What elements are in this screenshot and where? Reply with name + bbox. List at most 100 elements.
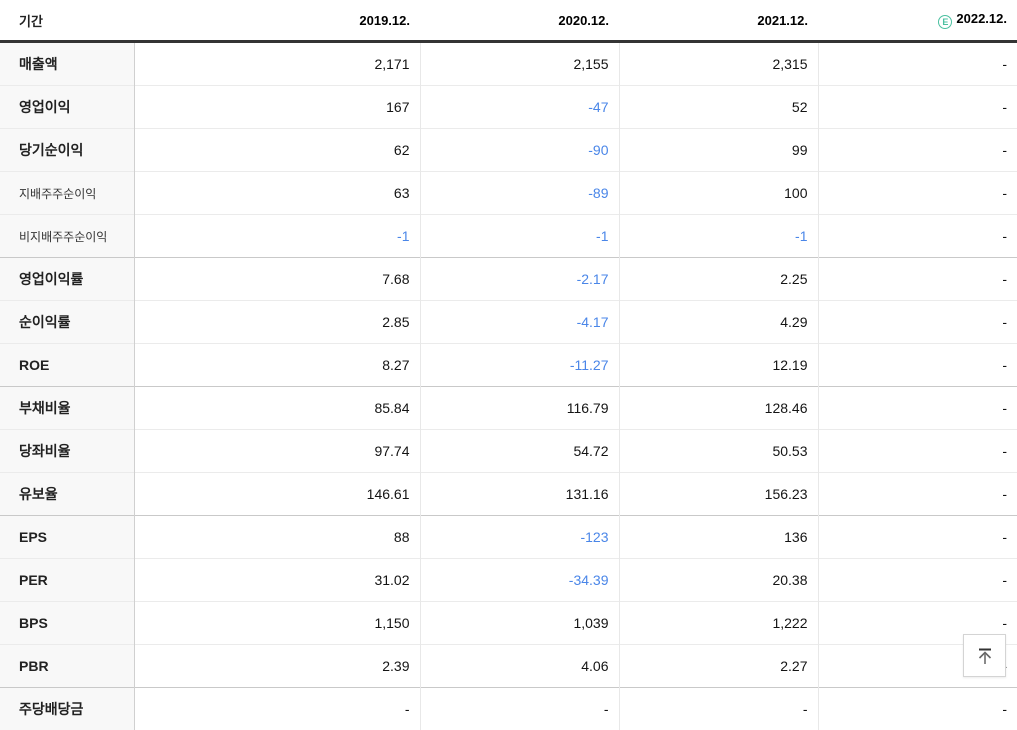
row-label: 순이익률 bbox=[0, 301, 134, 344]
row-label: 당기순이익 bbox=[0, 129, 134, 172]
cell-value: 167 bbox=[134, 86, 420, 129]
cell-value: 2.85 bbox=[134, 301, 420, 344]
cell-value: 100 bbox=[619, 172, 818, 215]
cell-value: -11.27 bbox=[420, 344, 619, 387]
cell-value: 50.53 bbox=[619, 430, 818, 473]
period-header: 기간 bbox=[0, 0, 134, 42]
cell-value: 99 bbox=[619, 129, 818, 172]
cell-value: 2.39 bbox=[134, 645, 420, 688]
cell-value: -2.17 bbox=[420, 258, 619, 301]
scroll-to-top-button[interactable] bbox=[963, 634, 1006, 677]
cell-value: 136 bbox=[619, 516, 818, 559]
header-2022-12-estimate: E 2022.12. bbox=[818, 0, 1017, 42]
row-label: 부채비율 bbox=[0, 387, 134, 430]
cell-value: - bbox=[818, 215, 1017, 258]
cell-value: 63 bbox=[134, 172, 420, 215]
row-label: 지배주주순이익 bbox=[0, 172, 134, 215]
cell-value: 4.29 bbox=[619, 301, 818, 344]
row-label: 당좌비율 bbox=[0, 430, 134, 473]
cell-value: - bbox=[818, 387, 1017, 430]
cell-value: 97.74 bbox=[134, 430, 420, 473]
row-label: EPS bbox=[0, 516, 134, 559]
cell-value: - bbox=[818, 301, 1017, 344]
cell-value: - bbox=[818, 129, 1017, 172]
cell-value: 2.27 bbox=[619, 645, 818, 688]
cell-value: - bbox=[818, 172, 1017, 215]
cell-value: 7.68 bbox=[134, 258, 420, 301]
cell-value: -90 bbox=[420, 129, 619, 172]
cell-value: 85.84 bbox=[134, 387, 420, 430]
estimate-badge-icon: E bbox=[938, 15, 952, 29]
cell-value: - bbox=[420, 688, 619, 730]
cell-value: 2,171 bbox=[134, 42, 420, 86]
cell-value: 12.19 bbox=[619, 344, 818, 387]
cell-value: -1 bbox=[134, 215, 420, 258]
table-header: 기간 2019.12. 2020.12. 2021.12. E 2022.12. bbox=[0, 0, 1017, 42]
cell-value: 2,155 bbox=[420, 42, 619, 86]
cell-value: - bbox=[818, 344, 1017, 387]
header-2020-12: 2020.12. bbox=[420, 0, 619, 42]
row-label: PBR bbox=[0, 645, 134, 688]
cell-value: 20.38 bbox=[619, 559, 818, 602]
cell-value: - bbox=[818, 473, 1017, 516]
cell-value: - bbox=[134, 688, 420, 730]
cell-value: 54.72 bbox=[420, 430, 619, 473]
cell-value: 52 bbox=[619, 86, 818, 129]
header-2022-12-label: 2022.12. bbox=[956, 11, 1007, 26]
cell-value: - bbox=[619, 688, 818, 730]
cell-value: 2.25 bbox=[619, 258, 818, 301]
cell-value: 131.16 bbox=[420, 473, 619, 516]
row-label: BPS bbox=[0, 602, 134, 645]
cell-value: 1,222 bbox=[619, 602, 818, 645]
cell-value: - bbox=[818, 430, 1017, 473]
cell-value: - bbox=[818, 559, 1017, 602]
cell-value: -47 bbox=[420, 86, 619, 129]
cell-value: -89 bbox=[420, 172, 619, 215]
cell-value: 146.61 bbox=[134, 473, 420, 516]
header-2021-12: 2021.12. bbox=[619, 0, 818, 42]
row-label: PER bbox=[0, 559, 134, 602]
cell-value: - bbox=[818, 516, 1017, 559]
row-label: 영업이익률 bbox=[0, 258, 134, 301]
header-2019-12: 2019.12. bbox=[134, 0, 420, 42]
cell-value: - bbox=[818, 86, 1017, 129]
cell-value: 88 bbox=[134, 516, 420, 559]
cell-value: 2,315 bbox=[619, 42, 818, 86]
header-row: 기간 2019.12. 2020.12. 2021.12. E 2022.12. bbox=[0, 0, 1017, 42]
row-label: 유보율 bbox=[0, 473, 134, 516]
cell-value: 1,150 bbox=[134, 602, 420, 645]
cell-value: 156.23 bbox=[619, 473, 818, 516]
row-label: 영업이익 bbox=[0, 86, 134, 129]
row-label: ROE bbox=[0, 344, 134, 387]
row-label: 주당배당금 bbox=[0, 688, 134, 730]
cell-value: -34.39 bbox=[420, 559, 619, 602]
table-row: 비지배주주순이익-1-1-1- bbox=[0, 215, 1017, 258]
cell-value: 116.79 bbox=[420, 387, 619, 430]
cell-value: 31.02 bbox=[134, 559, 420, 602]
cell-value: 4.06 bbox=[420, 645, 619, 688]
cell-value: 62 bbox=[134, 129, 420, 172]
cell-value: -4.17 bbox=[420, 301, 619, 344]
cell-value: - bbox=[818, 258, 1017, 301]
row-label: 비지배주주순이익 bbox=[0, 215, 134, 258]
cell-value: 8.27 bbox=[134, 344, 420, 387]
cell-value: -123 bbox=[420, 516, 619, 559]
cell-value: 1,039 bbox=[420, 602, 619, 645]
cell-value: 128.46 bbox=[619, 387, 818, 430]
cell-value: -1 bbox=[420, 215, 619, 258]
cell-value: -1 bbox=[619, 215, 818, 258]
